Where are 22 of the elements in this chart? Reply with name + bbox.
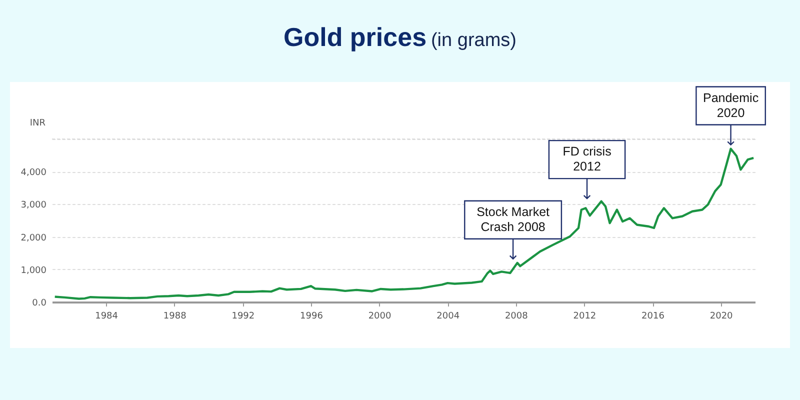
x-tick-label: 1992 (232, 312, 255, 322)
chart-subtitle: (in grams) (430, 30, 516, 51)
y-tick-label: 1,000 (20, 266, 47, 276)
annotation: FD crisis 2012 (562, 144, 612, 174)
annotation: Pandemic 2020 (702, 90, 759, 120)
y-tick-label: 4,000 (20, 168, 47, 178)
y-tick-label: 2,000 (20, 233, 47, 244)
x-tick-label: 2012 (573, 312, 596, 322)
x-tick-label: 2004 (436, 312, 460, 322)
line-series (54, 148, 755, 300)
x-tick-label: 1988 (163, 312, 187, 322)
x-tick-label: 2008 (504, 312, 528, 322)
y-axis-title: INR (30, 118, 46, 128)
x-tick-label: 2020 (710, 312, 734, 322)
y-tick-label: 3,000 (20, 200, 47, 211)
x-tick-label: 2016 (642, 312, 665, 322)
y-tick-label: 0.0 (32, 298, 47, 308)
chart-title: Gold prices (283, 22, 427, 52)
x-tick-label: 1996 (300, 312, 324, 322)
x-tick-label: 1984 (95, 312, 118, 322)
annotation: Stock Market Crash 2008 (476, 204, 550, 234)
x-tick-label: 2000 (368, 312, 392, 322)
